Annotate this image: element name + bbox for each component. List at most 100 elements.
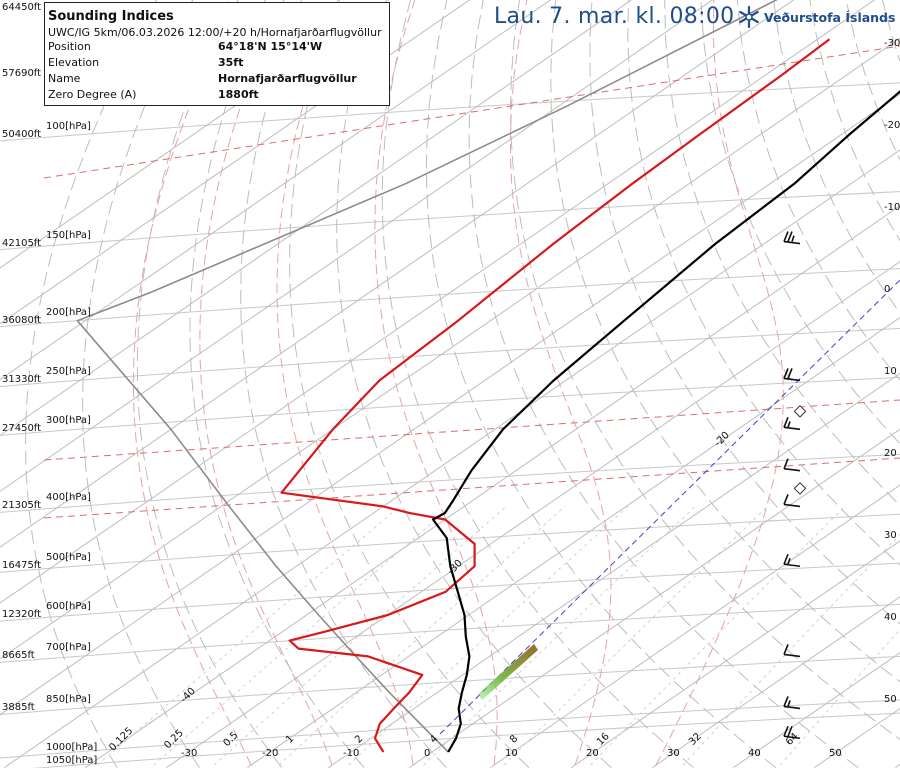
right-axis-label: -10	[884, 202, 900, 213]
reference-dashed-line	[43, 45, 900, 179]
barb-flag	[787, 368, 793, 379]
moist-adiabat-line	[509, 0, 612, 766]
barb-shaft	[783, 426, 801, 431]
right-axis-label: 0	[884, 284, 891, 295]
barb-shaft	[783, 467, 801, 472]
barb-flag	[783, 417, 789, 428]
pressure-label: 300[hPa]	[46, 415, 91, 427]
isobar-line	[0, 453, 900, 513]
isotherm-line	[0, 0, 633, 437]
barb-flag	[783, 458, 789, 469]
mixing-ratio-line	[278, 506, 566, 766]
dry-adiabat-line	[509, 0, 900, 740]
pressure-label: 850[hPa]	[46, 694, 91, 706]
pressure-label: 200[hPa]	[46, 306, 91, 318]
info-row-elevation: Elevation 35ft	[45, 55, 389, 71]
panel-title: Sounding Indices	[48, 9, 174, 24]
altitude-label: 3885ft	[2, 702, 35, 714]
moist-adiabat-line	[199, 0, 333, 766]
info-value: 64°18'N 15°14'W	[218, 40, 323, 53]
dewpoint-curve	[280, 38, 831, 753]
parcel-profile	[76, 0, 778, 753]
isobar-line	[0, 655, 900, 715]
altitude-label: 8665ft	[2, 650, 35, 662]
dry-adiabat-line	[589, 0, 900, 625]
pressure-label: 400[hPa]	[46, 492, 91, 504]
wind-barb	[783, 404, 807, 431]
isobar-line	[0, 603, 900, 663]
dry-adiabat-line	[882, 0, 900, 63]
wind-barb	[783, 553, 801, 568]
info-row-name: Name Hornafjarðarflugvöllur	[45, 71, 389, 87]
mixing-ratio-line	[97, 506, 401, 766]
mixing-ratio-line	[153, 506, 452, 766]
wind-barb	[783, 725, 801, 740]
isotherm-line	[85, 205, 900, 768]
barb-flag	[783, 696, 789, 707]
sounding-indices-panel: Sounding Indices UWC/IG 5km/06.03.2026 1…	[44, 2, 390, 106]
isotherm-line	[409, 428, 900, 768]
pressure-label: 500[hPa]	[46, 552, 91, 564]
dry-adiabat-line	[627, 0, 900, 566]
model-run-line: UWC/IG 5km/06.03.2026 12:00/+20 h/Hornaf…	[48, 26, 382, 39]
right-axis-label: -20	[884, 120, 900, 131]
parcel-curve	[76, 0, 778, 753]
isotherm-line	[814, 707, 900, 768]
bottom-temperature-label: 0	[424, 748, 431, 759]
info-key: Name	[48, 72, 81, 85]
altitude-label: 31330ft	[2, 374, 42, 386]
bottom-temperature-label: 50	[829, 748, 842, 759]
barb-flag	[783, 725, 789, 737]
wind-barb	[783, 644, 801, 658]
pressure-label: 1050[hPa]	[46, 755, 98, 767]
dry-adiabat-line	[240, 0, 447, 768]
brand-name: Veðurstofa Íslands	[764, 9, 896, 25]
bottom-temperature-label: -10	[343, 748, 360, 759]
bottom-temperature-label: 30	[667, 748, 680, 759]
barb-half-flag	[787, 700, 791, 707]
pressure-label: 1000[hPa]	[46, 742, 98, 753]
barb-flag	[783, 553, 789, 565]
dry-adiabat-line	[136, 0, 283, 768]
cape-band	[478, 644, 538, 700]
snowflake-icon	[739, 6, 759, 28]
right-axis-label: -30	[884, 38, 900, 49]
right-axis-label: 50	[884, 694, 897, 705]
info-value: 35ft	[218, 56, 244, 69]
isotherm-line	[166, 261, 900, 768]
temperature-profile	[431, 90, 900, 753]
mixing-ratio-line	[423, 506, 696, 766]
dry-adiabat-line	[25, 0, 157, 768]
altitude-label: 36080ft	[2, 314, 42, 326]
isobar-line	[0, 699, 900, 759]
temperature-curve	[431, 90, 900, 753]
bottom-temperature-label: -20	[262, 748, 279, 759]
altitude-label: 50400ft	[2, 128, 42, 140]
barb-shaft	[783, 240, 801, 245]
altitude-label: 42105ft	[2, 237, 42, 249]
isobar-line	[0, 191, 900, 251]
brand-logo[interactable]: Veðurstofa Íslands	[738, 6, 895, 28]
info-row-zero-degree: Zero Degree (A) 1880ft	[45, 87, 389, 103]
dry-adiabat-line	[425, 0, 777, 768]
barb-shaft	[783, 653, 801, 658]
mixing-ratio-grid	[97, 506, 900, 766]
barb-half-flag	[787, 421, 791, 428]
moist-adiabat-line	[374, 0, 498, 766]
barb-shaft	[783, 735, 801, 740]
pressure-label: 600[hPa]	[46, 601, 91, 613]
calm-marker	[793, 482, 807, 495]
mixing-ratio-line	[503, 506, 768, 766]
barb-flag	[787, 231, 793, 242]
cape-shading	[478, 644, 538, 700]
barb-flag	[783, 494, 789, 505]
dry-adiabat-line	[189, 0, 365, 768]
pressure-label: 150[hPa]	[46, 229, 91, 241]
pressure-label: 700[hPa]	[46, 642, 91, 654]
barb-flag	[787, 725, 793, 737]
pressure-label: 250[hPa]	[46, 366, 91, 378]
moist-adiabat-grid	[132, 0, 784, 766]
forecast-time-label: Lau. 7. mar. kl. 08:00	[494, 4, 735, 29]
dry-adiabat-line	[736, 0, 900, 381]
